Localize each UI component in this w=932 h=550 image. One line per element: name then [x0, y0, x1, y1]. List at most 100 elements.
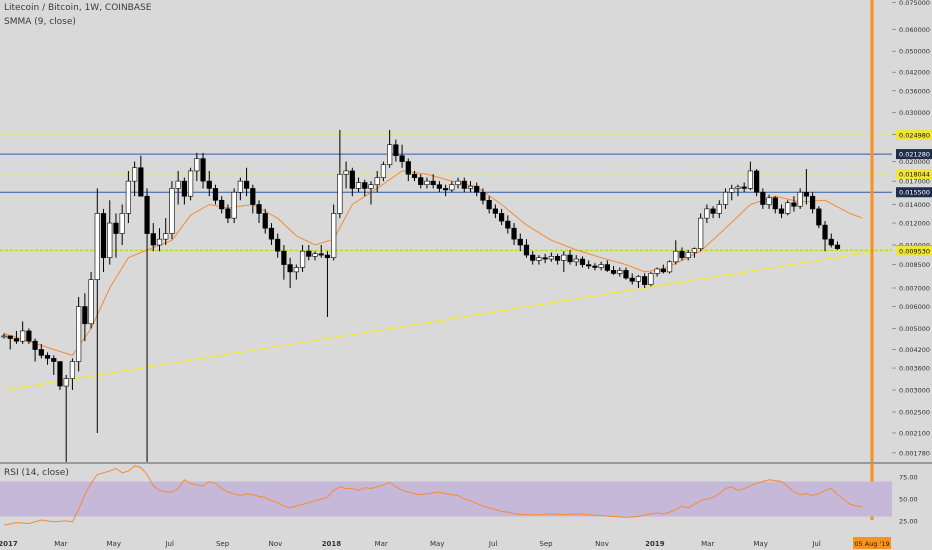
candle-110	[685, 249, 691, 261]
price-tick-label: 0.020000	[899, 158, 930, 166]
price-tick-label: 0.006000	[899, 303, 930, 311]
time-tick-label: Nov	[595, 540, 609, 548]
price-tick-label: 0.007000	[899, 284, 930, 292]
candle-6	[38, 343, 44, 359]
candle-81	[505, 215, 511, 234]
candle-body	[262, 213, 268, 229]
candle-106	[660, 264, 666, 274]
candle-23	[144, 188, 150, 462]
candle-body	[704, 208, 710, 219]
rsi-tick-label: 50.00	[899, 496, 918, 504]
candle-body	[642, 276, 648, 285]
candle-123	[766, 194, 772, 209]
candle-11	[69, 358, 76, 391]
candle-body	[498, 213, 505, 222]
candle-body	[785, 202, 791, 214]
candle-43	[268, 223, 275, 246]
rsi-legend[interactable]: RSI (14, close)	[4, 468, 69, 478]
candle-114	[710, 206, 716, 219]
price-pane[interactable]	[0, 129, 893, 462]
candle-113	[704, 204, 710, 224]
time-tick-label: May	[430, 540, 444, 548]
candle-body	[38, 349, 44, 356]
candle-body	[803, 191, 809, 197]
price-tick-label: 0.008500	[899, 261, 930, 269]
level-price-label-3	[896, 187, 932, 198]
candle-28	[175, 170, 181, 205]
candle-97	[604, 260, 610, 272]
candle-19	[119, 204, 125, 246]
candle-body	[144, 195, 150, 234]
level-price-label-1	[896, 149, 932, 160]
price-tick-label: 0.004200	[899, 346, 930, 354]
candle-body	[393, 144, 399, 156]
candle-13	[82, 293, 88, 342]
candle-body	[816, 208, 822, 226]
smma-legend[interactable]: SMMA (9, close)	[4, 17, 76, 27]
candle-body	[530, 254, 536, 261]
candle-body	[88, 279, 94, 325]
candle-body	[368, 184, 374, 189]
candle-body	[69, 361, 76, 379]
candle-body	[722, 191, 729, 205]
time-axis[interactable]: 2017 Mar May Jul Sep Nov 2018 Mar May Jul Sep Nov 20…	[0, 536, 932, 550]
candle-body	[809, 195, 816, 210]
candle-33	[206, 170, 212, 197]
price-tick-label: 0.003600	[899, 365, 930, 373]
candle-104	[648, 271, 654, 287]
candle-89	[554, 253, 561, 265]
candle-24	[150, 223, 156, 252]
rsi-pane[interactable]	[0, 465, 892, 526]
candle-126	[785, 200, 791, 216]
level-price-text-0: 0.024980	[899, 131, 930, 139]
candle-12	[76, 296, 82, 372]
candle-133	[828, 233, 834, 248]
candle-58	[362, 179, 368, 197]
candle-body	[729, 188, 735, 193]
candle-98	[610, 266, 617, 275]
level-price-text-3: 0.015500	[899, 189, 930, 197]
candle-122	[760, 188, 766, 209]
price-axis[interactable]: 0.075000 0.060000 0.050000 0.042000 0.036000…	[892, 0, 932, 462]
candle-34	[212, 184, 219, 205]
price-axis-background	[892, 0, 932, 462]
candle-body	[698, 217, 704, 249]
candle-109	[679, 247, 685, 261]
candle-15	[94, 188, 100, 433]
candle-body	[673, 250, 679, 263]
symbol-legend[interactable]: Litecoin / Bitcoin, 1W, COINBASE	[4, 3, 152, 13]
candle-body	[474, 185, 480, 193]
candle-body	[194, 158, 200, 172]
candle-body	[424, 180, 430, 186]
candle-50	[312, 251, 318, 261]
rsi-tick-label: 75.00	[899, 474, 918, 482]
candle-body	[63, 378, 69, 387]
candle-121	[754, 169, 760, 197]
candle-70	[436, 181, 443, 193]
candle-82	[511, 223, 517, 246]
time-tick-label: Jul	[164, 540, 174, 548]
candle-body	[660, 268, 666, 273]
candle-41	[256, 200, 262, 224]
level-price-text-1: 0.021280	[899, 151, 930, 159]
candle-134	[834, 241, 841, 250]
candle-body	[760, 191, 766, 205]
price-tick-label: 0.012000	[899, 220, 930, 228]
candle-21	[132, 161, 138, 197]
candle-body	[511, 227, 517, 240]
candle-body	[791, 202, 797, 207]
time-tick-label: 2019	[645, 540, 665, 548]
rsi-axis[interactable]: 75.00 50.00 25.00	[899, 474, 918, 526]
candle-body	[306, 250, 312, 257]
price-tick-label: 0.075000	[899, 0, 930, 7]
candle-62	[387, 129, 393, 168]
candle-22	[138, 155, 144, 197]
candle-body	[1, 335, 7, 338]
candle-86	[536, 255, 542, 265]
candle-115	[716, 200, 722, 219]
candles-layer	[1, 129, 841, 462]
candle-29	[181, 177, 187, 205]
trendline-layer	[3, 247, 893, 391]
